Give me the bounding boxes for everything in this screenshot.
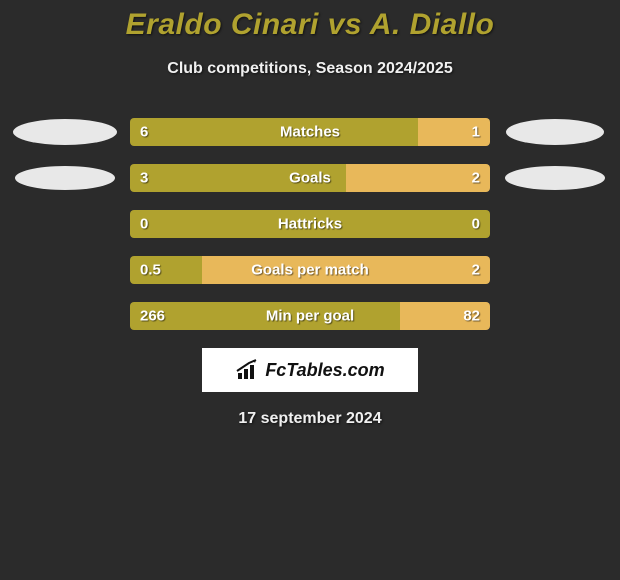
stat-row: 0 0 Hattricks xyxy=(0,210,620,238)
right-ellipse-slot xyxy=(490,119,620,145)
date-text: 17 september 2024 xyxy=(0,410,620,428)
footer-logo[interactable]: FcTables.com xyxy=(202,348,418,392)
left-ellipse-slot xyxy=(0,119,130,145)
stat-bar: 266 82 Min per goal xyxy=(130,302,490,330)
stat-bar: 3 2 Goals xyxy=(130,164,490,192)
stat-row: 266 82 Min per goal xyxy=(0,302,620,330)
stat-left-value: 6 xyxy=(140,124,148,141)
page-title: Eraldo Cinari vs A. Diallo xyxy=(0,0,620,42)
stat-label: Matches xyxy=(280,124,340,141)
page-subtitle: Club competitions, Season 2024/2025 xyxy=(0,60,620,78)
stat-left-value: 0.5 xyxy=(140,262,161,279)
stat-bar: 0 0 Hattricks xyxy=(130,210,490,238)
player-ellipse-left xyxy=(15,166,115,190)
stat-label: Hattricks xyxy=(278,216,342,233)
player-ellipse-right xyxy=(506,119,604,145)
stat-row: 3 2 Goals xyxy=(0,164,620,192)
footer-logo-text: FcTables.com xyxy=(265,360,384,381)
stat-bar: 6 1 Matches xyxy=(130,118,490,146)
right-ellipse-slot xyxy=(490,166,620,190)
stat-label: Min per goal xyxy=(266,308,354,325)
stat-row: 0.5 2 Goals per match xyxy=(0,256,620,284)
stat-right-value: 0 xyxy=(472,216,480,233)
stat-bar-left xyxy=(130,118,418,146)
left-ellipse-slot xyxy=(0,166,130,190)
stats-comparison-container: Eraldo Cinari vs A. Diallo Club competit… xyxy=(0,0,620,428)
player-ellipse-left xyxy=(13,119,117,145)
stat-row: 6 1 Matches xyxy=(0,118,620,146)
chart-area: 6 1 Matches 3 2 Goals 0 0 Hattricks 0.5 2 Goals per… xyxy=(0,118,620,330)
bar-chart-icon xyxy=(235,359,261,381)
stat-bar: 0.5 2 Goals per match xyxy=(130,256,490,284)
stat-right-value: 2 xyxy=(472,262,480,279)
stat-left-value: 266 xyxy=(140,308,165,325)
player-ellipse-right xyxy=(505,166,605,190)
stat-label: Goals per match xyxy=(251,262,369,279)
stat-right-value: 82 xyxy=(463,308,480,325)
stat-left-value: 3 xyxy=(140,170,148,187)
stat-right-value: 2 xyxy=(472,170,480,187)
stat-bar-right xyxy=(346,164,490,192)
stat-right-value: 1 xyxy=(472,124,480,141)
stat-left-value: 0 xyxy=(140,216,148,233)
stat-label: Goals xyxy=(289,170,331,187)
